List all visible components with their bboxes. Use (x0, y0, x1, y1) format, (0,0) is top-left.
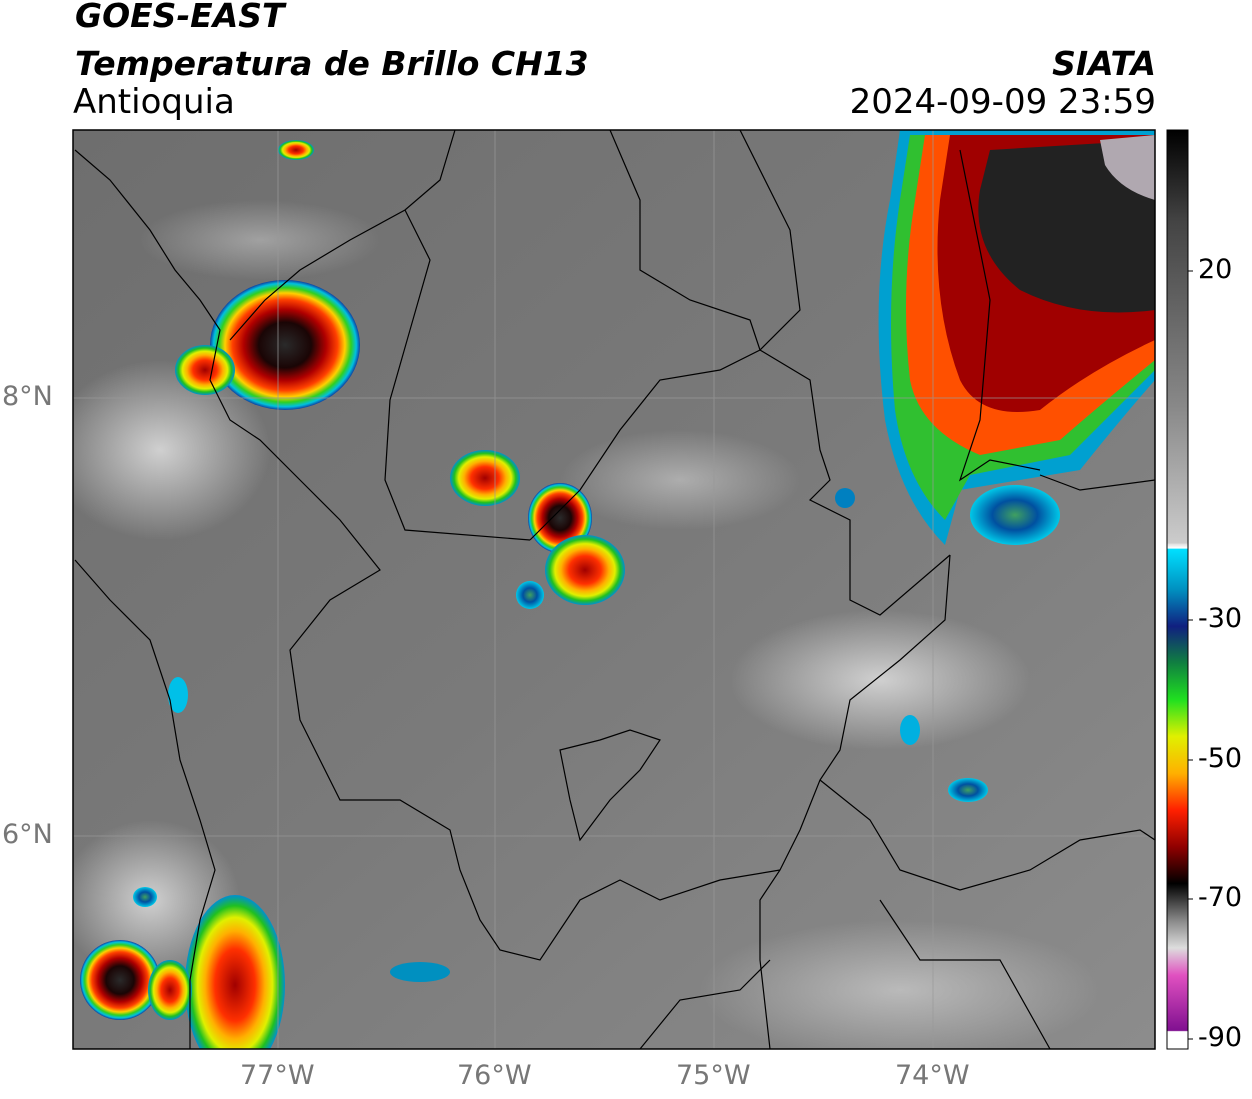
colorbar-label: -30 (1198, 603, 1243, 634)
x-axis-label: 75°W (676, 1060, 751, 1091)
y-axis-label: 8°N (2, 381, 53, 412)
border (759, 349, 951, 616)
convective-cell (278, 140, 314, 160)
cloud-haze (560, 430, 800, 530)
region: Antioquia (73, 82, 235, 122)
coastline (229, 130, 456, 341)
border (74, 149, 781, 961)
borders (74, 130, 1155, 1049)
storm-top (1100, 135, 1155, 200)
border (819, 779, 1155, 891)
cloud-haze (73, 360, 270, 540)
coastline (74, 559, 216, 1049)
graticule (73, 130, 1155, 1049)
source: SIATA (1052, 44, 1156, 83)
convective-cell (210, 280, 360, 410)
convective-cell (80, 940, 160, 1020)
y-axis-label: 6°N (2, 819, 53, 850)
border (958, 149, 1041, 482)
cold-cloud (948, 778, 988, 802)
colorbar-label: 20 (1198, 254, 1233, 285)
convective-cell (185, 895, 285, 1049)
map-area (73, 130, 1155, 1049)
colorbar-label: -90 (1198, 1022, 1243, 1053)
border (1039, 474, 1155, 491)
cold-cloud (900, 715, 920, 745)
title: GOES-EAST (75, 0, 285, 35)
convective-cell (450, 450, 520, 506)
border (384, 209, 531, 541)
cold-cloud (133, 887, 157, 907)
convective-cell (545, 535, 625, 605)
cold-cloud (168, 677, 188, 713)
cold-cloud (516, 581, 544, 609)
cold-cloud (835, 488, 855, 508)
border (879, 899, 1051, 1049)
cloud-haze (700, 920, 1100, 1049)
convective-cell (175, 345, 235, 395)
cloud-haze (730, 610, 1030, 750)
datetime: 2024-09-09 23:59 (849, 82, 1156, 122)
colorbar-label: -50 (1198, 743, 1243, 774)
convective-cell (148, 960, 192, 1020)
border (609, 130, 761, 351)
map-frame (72, 129, 1156, 1050)
border (529, 130, 801, 541)
colorbar-label: -70 (1198, 882, 1243, 913)
storm-core (978, 140, 1155, 313)
subtitle: Temperatura de Brillo CH13 (75, 44, 589, 83)
cloud-haze (140, 200, 380, 280)
x-axis-label: 76°W (457, 1060, 532, 1091)
cold-cloud (970, 485, 1060, 545)
border (639, 959, 771, 1049)
border (559, 729, 661, 842)
cold-cloud (390, 962, 450, 982)
colorbar-ticks (1188, 270, 1193, 1040)
convective-cell (528, 483, 592, 553)
x-axis-label: 74°W (895, 1060, 970, 1091)
colorbar (1166, 129, 1189, 1050)
x-axis-label: 77°W (240, 1060, 315, 1091)
